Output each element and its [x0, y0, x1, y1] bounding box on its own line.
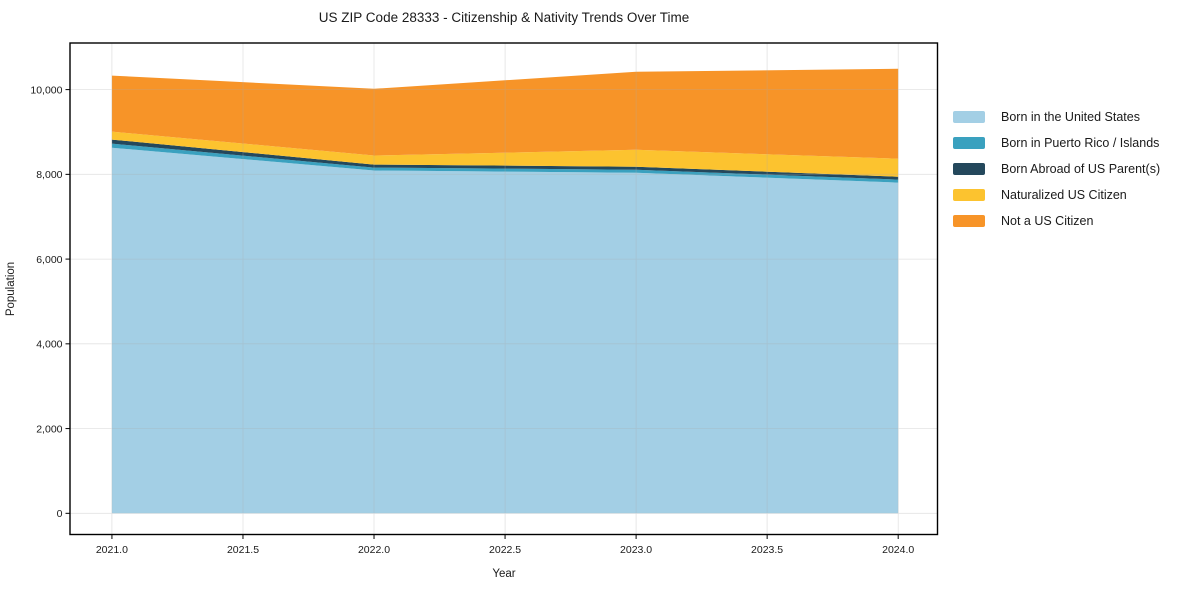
y-tick-label: 10,000: [30, 84, 62, 96]
x-tick-label: 2023.0: [620, 544, 652, 556]
legend-label: Born in the United States: [1001, 110, 1140, 124]
x-tick-label: 2021.5: [227, 544, 259, 556]
legend-item-born-in-the-united-states: Born in the United States: [953, 104, 1160, 130]
plot-border: [69, 42, 939, 536]
legend-label: Naturalized US Citizen: [1001, 188, 1127, 202]
x-tick-label: 2024.0: [882, 544, 914, 556]
legend-swatch: [953, 163, 985, 175]
area-series-group: [111, 68, 899, 514]
x-tick-label: 2022.0: [358, 544, 390, 556]
legend-item-born-in-puerto-rico-islands: Born in Puerto Rico / Islands: [953, 130, 1160, 156]
tick-labels: 0 2,000 4,000 6,000 8,000 10,000 2021.0 2021.5 2…: [30, 84, 914, 556]
x-tick-label: 2023.5: [751, 544, 783, 556]
legend-swatch: [953, 189, 985, 201]
legend-item-not-a-us-citizen: Not a US Citizen: [953, 208, 1160, 234]
x-tick-label: 2022.5: [489, 544, 521, 556]
y-tick-label: 8,000: [36, 169, 62, 181]
legend-swatch: [953, 111, 985, 123]
legend-swatch: [953, 215, 985, 227]
legend-label: Born Abroad of US Parent(s): [1001, 162, 1161, 176]
axis-ticks: [65, 89, 899, 539]
area-not-a-us-citizen: [111, 68, 899, 159]
legend-swatch: [953, 137, 985, 149]
area-born-in-the-united-states: [111, 147, 899, 514]
x-axis-label: Year: [492, 568, 515, 580]
y-tick-label: 0: [57, 508, 63, 520]
y-axis-label: Population: [5, 262, 17, 316]
x-tick-label: 2021.0: [96, 544, 128, 556]
legend: Born in the United States Born in Puerto …: [953, 104, 1160, 234]
chart-title: US ZIP Code 28333 - Citizenship & Nativi…: [319, 10, 689, 25]
area-born-abroad-of-us-parent-s: [111, 139, 899, 180]
gridlines: [70, 43, 938, 535]
legend-item-naturalized-us-citizen: Naturalized US Citizen: [953, 182, 1160, 208]
area-naturalized-us-citizen: [111, 131, 899, 177]
legend-item-born-abroad-of-us-parent-s: Born Abroad of US Parent(s): [953, 156, 1160, 182]
y-tick-label: 2,000: [36, 423, 62, 435]
legend-label: Born in Puerto Rico / Islands: [1001, 136, 1160, 150]
y-tick-label: 4,000: [36, 339, 62, 351]
area-born-in-puerto-rico-islands: [111, 143, 899, 183]
y-tick-label: 6,000: [36, 254, 62, 266]
legend-label: Not a US Citizen: [1001, 214, 1094, 228]
